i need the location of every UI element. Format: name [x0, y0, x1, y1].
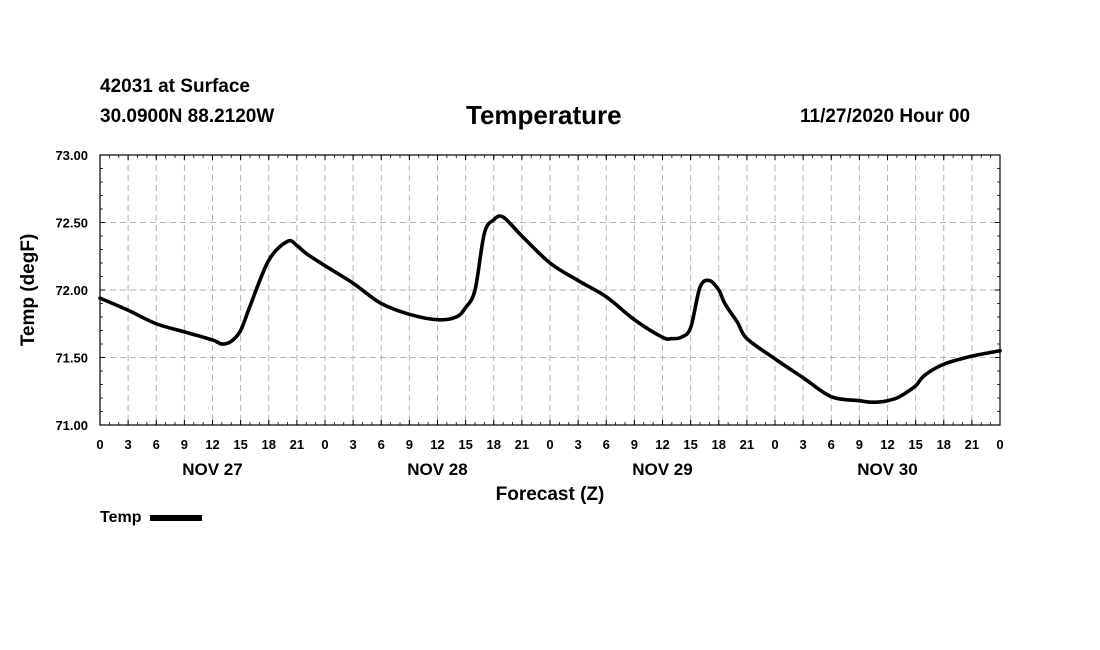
x-tick-label: 9: [856, 437, 863, 452]
chart-title: Temperature: [466, 100, 622, 130]
x-tick-label: 3: [125, 437, 132, 452]
x-tick-label: 3: [350, 437, 357, 452]
x-tick-label: 0: [321, 437, 328, 452]
legend-swatch: [150, 515, 203, 521]
x-tick-label: 9: [181, 437, 188, 452]
y-tick-label: 72.00: [55, 283, 88, 298]
axis-labels: 0 3 6 9 12 15 18 21 0 3 6 9 12 15 18 21 0 3 6 9 12 15 18 21 0 3 6 9…: [55, 148, 1003, 479]
legend-label: Temp: [100, 509, 142, 526]
x-tick-label: 21: [740, 437, 754, 452]
y-tick-label: 71.50: [55, 351, 88, 366]
x-tick-label: 15: [458, 437, 472, 452]
x-tick-label: 3: [800, 437, 807, 452]
y-tick-label: 72.50: [55, 216, 88, 231]
x-tick-label: 6: [828, 437, 835, 452]
x-tick-label: 9: [406, 437, 413, 452]
x-tick-label: 18: [712, 437, 726, 452]
y-tick-label: 73.00: [55, 148, 88, 163]
x-tick-label: 15: [233, 437, 247, 452]
x-tick-label: 15: [908, 437, 922, 452]
x-tick-label: 18: [262, 437, 276, 452]
axis-ticks: [99, 154, 1001, 426]
day-label: NOV 30: [857, 460, 917, 479]
station-label: 42031 at Surface: [100, 76, 250, 97]
x-tick-label: 6: [603, 437, 610, 452]
x-tick-label: 21: [290, 437, 304, 452]
x-tick-label: 6: [378, 437, 385, 452]
x-tick-label: 9: [631, 437, 638, 452]
x-tick-label: 18: [487, 437, 501, 452]
y-axis-title: Temp (degF): [18, 234, 39, 347]
x-tick-label: 21: [965, 437, 979, 452]
x-tick-label: 0: [771, 437, 778, 452]
datetime-label: 11/27/2020 Hour 00: [800, 106, 971, 127]
y-tick-label: 71.00: [55, 418, 88, 433]
coordinates-label: 30.0900N 88.2120W: [100, 106, 275, 127]
grid-lines: [100, 155, 1000, 425]
x-tick-label: 12: [205, 437, 219, 452]
x-axis-title: Forecast (Z): [496, 484, 605, 505]
day-label: NOV 29: [632, 460, 692, 479]
x-tick-label: 0: [546, 437, 553, 452]
day-label: NOV 27: [182, 460, 242, 479]
x-tick-label: 12: [430, 437, 444, 452]
day-label: NOV 28: [407, 460, 467, 479]
x-tick-label: 12: [880, 437, 894, 452]
x-tick-label: 0: [996, 437, 1003, 452]
x-tick-label: 6: [153, 437, 160, 452]
x-tick-label: 18: [937, 437, 951, 452]
temp-series-line: [98, 214, 1002, 405]
x-tick-label: 3: [575, 437, 582, 452]
x-tick-label: 15: [683, 437, 697, 452]
x-tick-label: 21: [515, 437, 529, 452]
x-tick-label: 12: [655, 437, 669, 452]
x-tick-label: 0: [96, 437, 103, 452]
legend: Temp: [100, 509, 203, 527]
